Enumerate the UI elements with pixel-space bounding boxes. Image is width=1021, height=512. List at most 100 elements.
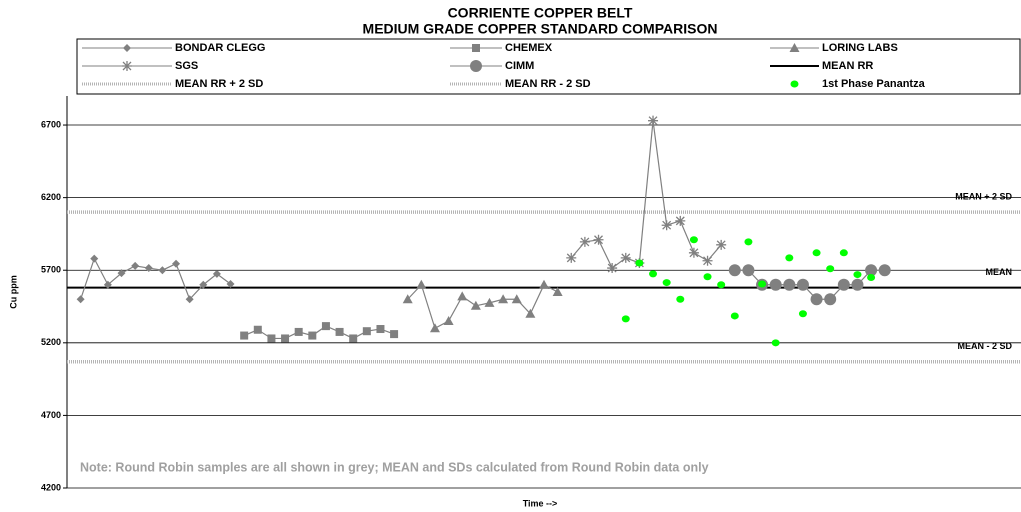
point: [826, 265, 835, 273]
y-tick-label: 4200: [41, 482, 61, 492]
point: [812, 249, 821, 257]
point: [675, 215, 686, 226]
chart-title: CORRIENTE COPPER BELT: [448, 5, 633, 21]
point: [185, 295, 194, 304]
point: [620, 252, 631, 263]
point: [689, 236, 698, 244]
point: [796, 278, 809, 291]
point: [837, 278, 850, 291]
point: [429, 323, 440, 333]
point: [199, 280, 208, 289]
point: [144, 264, 153, 273]
point: [525, 308, 536, 318]
point: [703, 273, 712, 281]
point: [103, 280, 112, 289]
legend-marker: [790, 80, 799, 88]
point: [676, 295, 685, 303]
legend-marker: [123, 44, 131, 52]
point: [443, 316, 454, 326]
point: [661, 220, 672, 231]
point: [648, 115, 659, 126]
note: Note: Round Robin samples are all shown …: [80, 460, 709, 474]
point: [688, 247, 699, 258]
point: [728, 264, 741, 277]
point: [867, 273, 876, 281]
legend-marker: [789, 43, 800, 52]
point: [853, 271, 862, 279]
point: [253, 325, 262, 334]
point: [212, 269, 221, 278]
point: [552, 287, 563, 296]
point: [281, 334, 290, 343]
point: [484, 297, 495, 307]
point: [416, 279, 427, 289]
point: [335, 327, 344, 336]
point: [865, 264, 878, 277]
legend-label: CIMM: [505, 60, 534, 72]
point: [742, 264, 755, 277]
point: [566, 252, 577, 263]
legend-label: SGS: [175, 60, 198, 72]
point: [744, 238, 753, 246]
point: [824, 293, 837, 306]
point: [362, 327, 371, 336]
point: [267, 334, 276, 343]
point: [498, 294, 509, 304]
series-line: [407, 283, 558, 330]
point: [662, 279, 671, 287]
series: [240, 322, 399, 343]
chart-subtitle: MEDIUM GRADE COPPER STANDARD COMPARISON: [363, 21, 718, 37]
point: [321, 322, 330, 331]
legend-marker: [472, 44, 480, 52]
point: [511, 294, 522, 304]
point: [579, 236, 590, 247]
legend-label: BONDAR CLEGG: [175, 42, 265, 54]
point: [758, 280, 767, 288]
legend-marker: [470, 60, 482, 72]
series: [621, 236, 876, 347]
reference-label: MEAN: [986, 267, 1013, 277]
point: [769, 278, 782, 291]
point: [607, 263, 618, 274]
point: [783, 278, 796, 291]
point: [240, 331, 249, 340]
legend-label: CHEMEX: [505, 42, 553, 54]
point: [810, 293, 823, 306]
y-tick-label: 4700: [41, 410, 61, 420]
point: [172, 259, 181, 268]
series-line: [570, 120, 722, 269]
point: [593, 234, 604, 245]
point: [702, 255, 713, 266]
legend-marker: [122, 61, 132, 71]
point: [390, 330, 399, 339]
point: [308, 331, 317, 340]
point: [798, 310, 807, 318]
point: [621, 315, 630, 323]
point: [90, 254, 99, 263]
reference-label: MEAN - 2 SD: [957, 341, 1012, 351]
point: [717, 281, 726, 289]
point: [294, 327, 303, 336]
legend-label: MEAN RR + 2 SD: [175, 78, 263, 90]
legend-label: MEAN RR: [822, 60, 873, 72]
series-line: [80, 257, 231, 301]
y-tick-label: 5200: [41, 337, 61, 347]
point: [635, 259, 644, 267]
point: [349, 334, 358, 343]
point: [785, 254, 794, 262]
point: [226, 280, 235, 289]
point: [117, 269, 126, 278]
point: [457, 291, 468, 301]
y-tick-label: 6700: [41, 119, 61, 129]
point: [771, 339, 780, 347]
point: [878, 264, 891, 277]
point: [539, 279, 549, 289]
point: [839, 249, 848, 257]
y-tick-label: 5700: [41, 265, 61, 275]
legend-label: 1st Phase Panantza: [822, 78, 926, 90]
y-tick-label: 6200: [41, 192, 61, 202]
x-axis-label: Time -->: [523, 498, 558, 508]
point: [716, 239, 727, 250]
legend-box: [76, 38, 1021, 95]
